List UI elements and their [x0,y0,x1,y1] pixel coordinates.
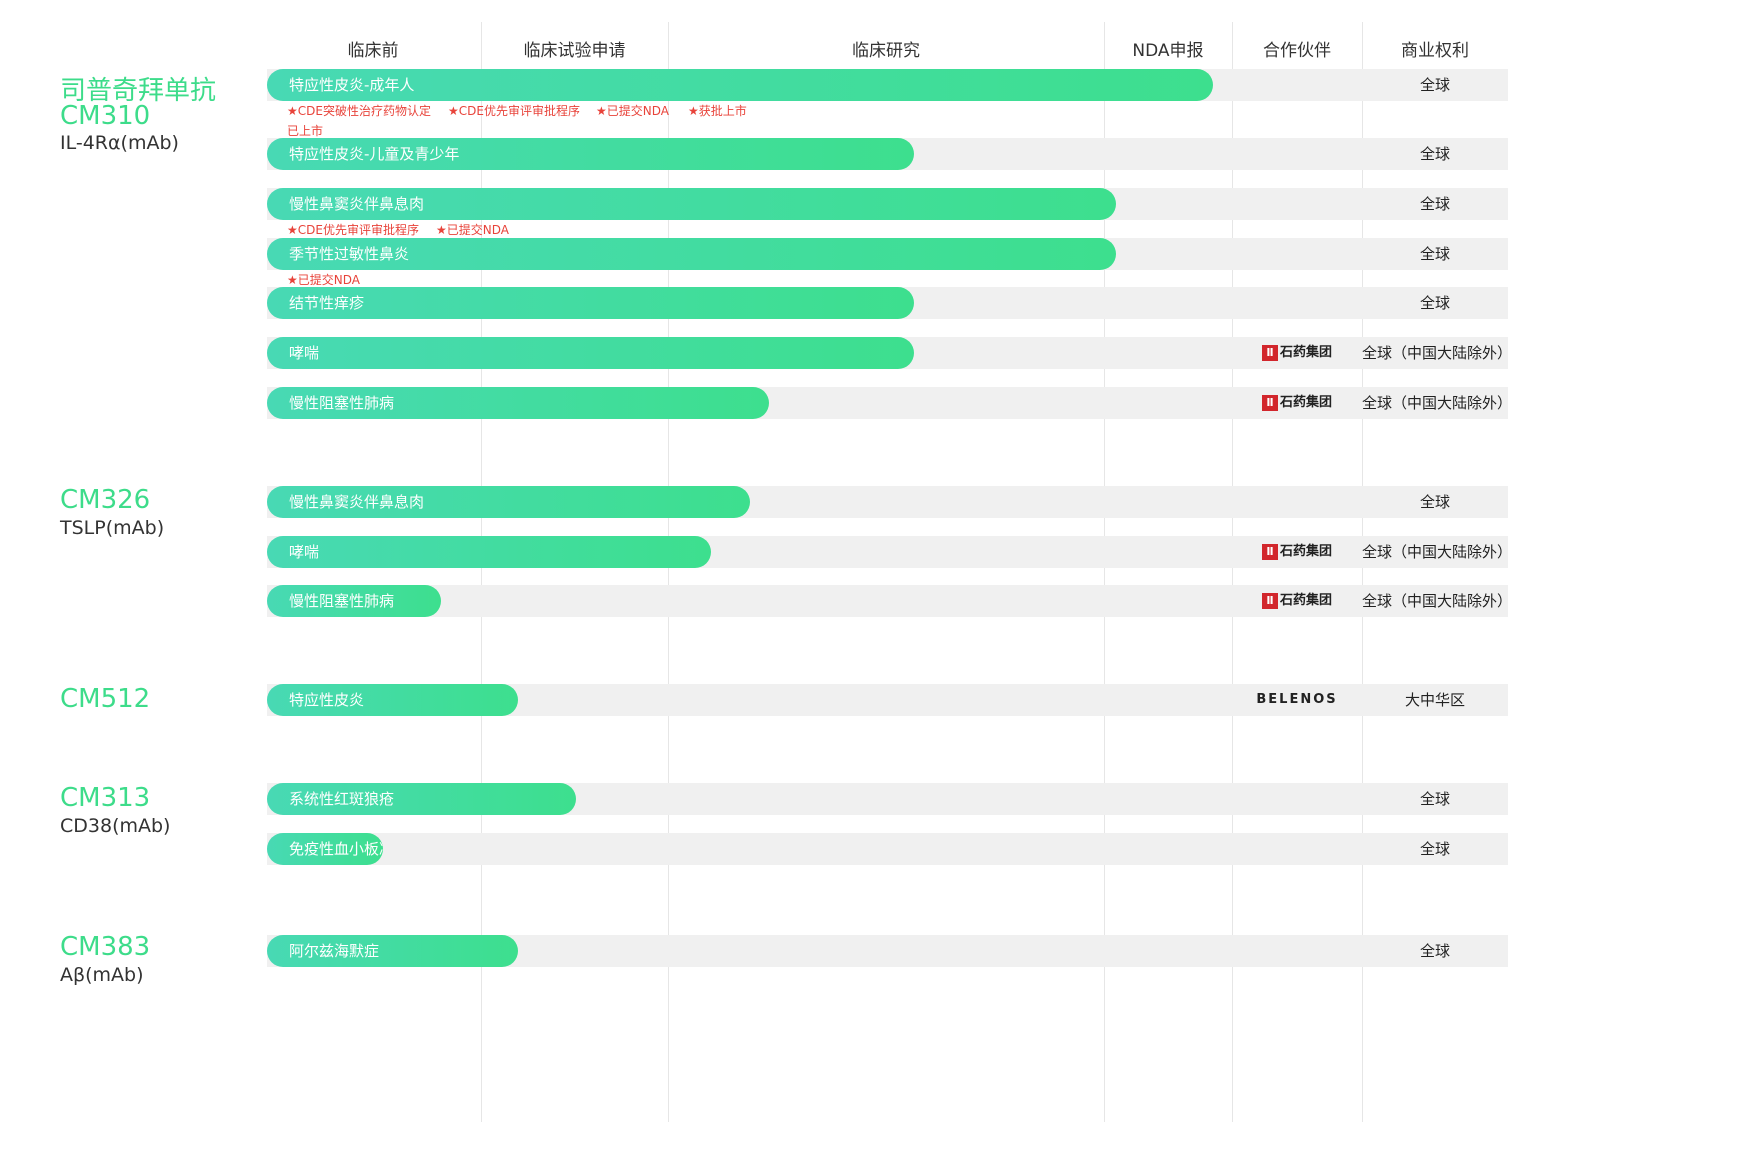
column-divider [1362,22,1363,1122]
column-divider [1104,22,1105,1122]
progress-bar: 特应性皮炎 [267,684,518,716]
milestone-note: ★已提交NDA [287,273,360,287]
partner-name: 石药集团 [1279,544,1332,559]
drug-target: Aβ(mAb) [60,964,144,986]
belenos-logo-icon: BELENOS [1256,692,1338,707]
progress-bar: 结节性痒疹 [267,287,914,319]
partner-name: 石药集团 [1279,593,1332,608]
cspc-logo-icon: Ⅱ [1261,593,1278,609]
drug-code: CM512 [60,684,151,714]
progress-bar: 慢性阻塞性肺病 [267,387,769,419]
stage-header: 临床研究 [852,41,920,61]
commercial-rights: 全球 [1419,195,1450,213]
column-divider [1232,22,1233,1122]
progress-bar: 慢性阻塞性肺病 [267,585,441,617]
milestone-note: 已上市 [287,124,324,138]
partner-logo: Ⅱ 石药集团 [1232,337,1362,369]
progress-bar: 慢性鼻窦炎伴鼻息肉 [267,486,750,518]
progress-bar: 免疫性血小板减少症 [267,833,383,865]
cspc-logo-icon: Ⅱ [1261,395,1278,411]
drug-code: CM326 [60,485,151,515]
milestone-note: ★CDE优先审评审批程序 [287,223,419,237]
stage-header: 临床前 [347,41,399,61]
drug-name: 司普奇拜单抗 [60,76,217,106]
drug-target: IL-4Rα(mAb) [60,132,179,154]
cspc-logo-icon: Ⅱ [1261,345,1278,361]
drug-code: CM310 [60,101,151,131]
progress-bar: 哮喘 [267,536,711,568]
commercial-rights: 全球 [1419,294,1450,312]
milestone-note: ★CDE突破性治疗药物认定 [287,104,431,118]
commercial-rights: 全球 [1419,245,1450,263]
milestone-note: ★获批上市 [688,104,747,118]
cspc-logo-icon: Ⅱ [1261,544,1278,560]
column-divider [668,22,669,1122]
milestone-note: ★已提交NDA [596,104,669,118]
progress-bar: 哮喘 [267,337,914,369]
program-track [267,585,1508,617]
progress-bar: 季节性过敏性鼻炎 [267,238,1116,270]
progress-bar: 特应性皮炎-儿童及青少年 [267,138,914,170]
partner-logo: Ⅱ 石药集团 [1232,585,1362,617]
partner-logo: Ⅱ 石药集团 [1232,536,1362,568]
commercial-rights: 全球 [1419,790,1450,808]
progress-bar: 阿尔兹海默症 [267,935,518,967]
column-divider [481,22,482,1122]
stage-header: 临床试验申请 [523,41,626,61]
commercial-rights: 全球（中国大陆除外） [1362,344,1513,362]
commercial-rights: 全球（中国大陆除外） [1362,543,1513,561]
commercial-rights: 全球 [1419,942,1450,960]
progress-bar: 特应性皮炎-成年人 [267,69,1213,101]
stage-header: 商业权利 [1401,41,1469,61]
partner-name: 石药集团 [1279,395,1332,410]
milestone-note: ★已提交NDA [436,223,509,237]
partner-logo: Ⅱ 石药集团 [1232,387,1362,419]
drug-target: TSLP(mAb) [60,517,165,539]
commercial-rights: 全球 [1419,840,1450,858]
milestone-note: ★CDE优先审评审批程序 [448,104,580,118]
commercial-rights: 全球（中国大陆除外） [1362,394,1513,412]
commercial-rights: 大中华区 [1404,691,1465,709]
commercial-rights: 全球（中国大陆除外） [1362,592,1513,610]
commercial-rights: 全球 [1419,493,1450,511]
drug-target: CD38(mAb) [60,815,171,837]
progress-bar: 慢性鼻窦炎伴鼻息肉 [267,188,1116,220]
partner-logo: BELENOS [1232,684,1362,716]
commercial-rights: 全球 [1419,76,1450,94]
stage-header: 合作伙伴 [1263,41,1331,61]
program-track [267,833,1508,865]
stage-header: NDA申报 [1132,41,1204,61]
drug-code: CM383 [60,932,151,962]
drug-code: CM313 [60,783,151,813]
partner-name: 石药集团 [1279,345,1332,360]
progress-bar: 系统性红斑狼疮 [267,783,576,815]
commercial-rights: 全球 [1419,145,1450,163]
